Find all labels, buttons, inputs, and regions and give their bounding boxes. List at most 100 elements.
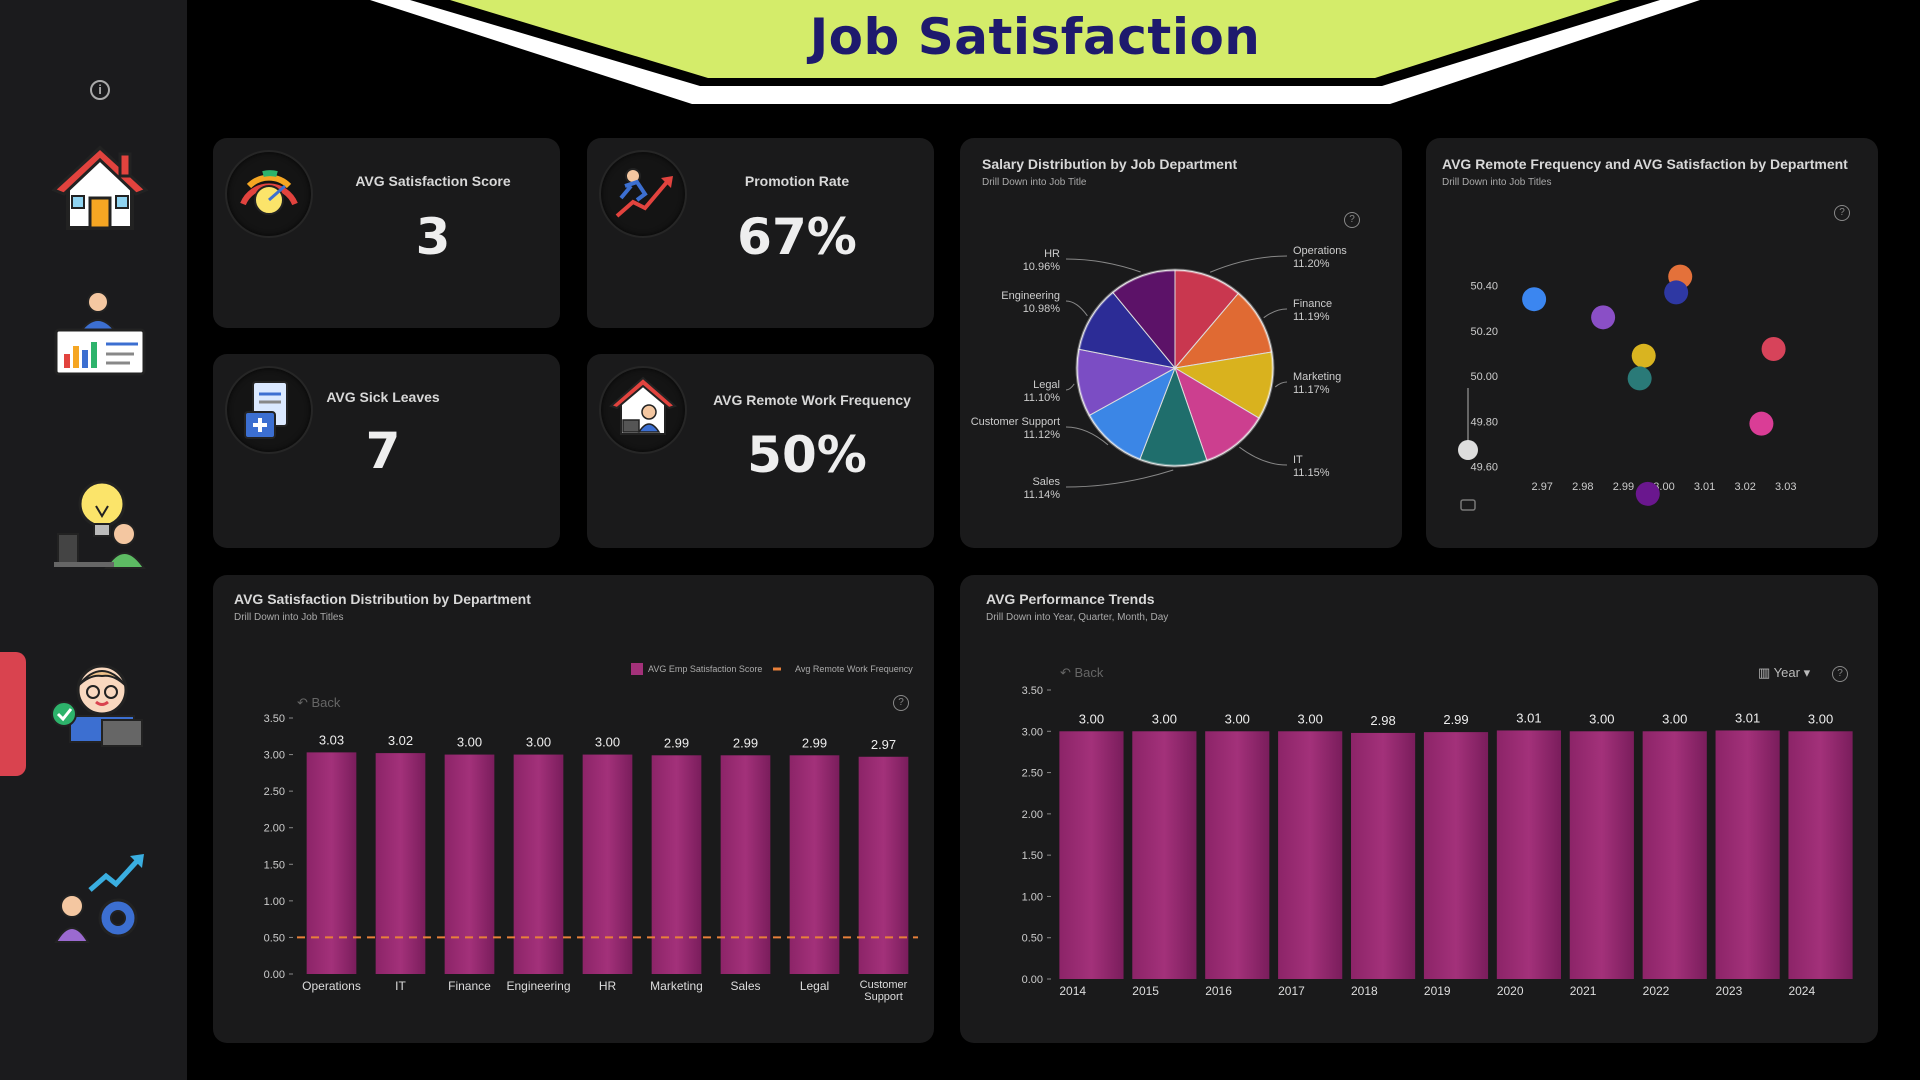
chart-title: AVG Satisfaction Distribution by Departm…: [234, 591, 531, 607]
y-tick-label: 0.00: [1022, 974, 1043, 986]
bar[interactable]: [1059, 731, 1124, 979]
bar[interactable]: [1642, 731, 1707, 979]
medical-report-icon: [225, 366, 313, 454]
bar[interactable]: [789, 755, 840, 974]
scatter-point[interactable]: [1631, 343, 1656, 368]
help-icon[interactable]: ?: [1344, 212, 1360, 228]
chart-subtitle: Drill Down into Job Title: [982, 177, 1087, 188]
y-tick-label: 0.00: [264, 969, 285, 981]
help-icon[interactable]: ?: [1834, 205, 1850, 221]
x-tick-label: 2015: [1132, 984, 1159, 998]
kpi-card-satisfaction: AVG Satisfaction Score 3: [213, 138, 560, 328]
bar[interactable]: [1569, 731, 1634, 979]
performance-growth-icon[interactable]: [50, 850, 150, 945]
back-label: Back: [311, 695, 341, 710]
satisfied-employee-icon[interactable]: [50, 660, 150, 755]
x-tick-label: Marketing: [650, 979, 703, 993]
back-label: Back: [1074, 665, 1104, 680]
x-tick-label: Finance: [448, 979, 491, 993]
bar[interactable]: [1496, 730, 1561, 979]
salary-pie-card: Salary Distribution by Job Department Dr…: [960, 138, 1402, 548]
help-icon[interactable]: ?: [893, 695, 909, 711]
back-button[interactable]: ↶ Back: [1060, 665, 1104, 680]
pie-slice: [1174, 269, 1240, 370]
y-tick-label: 0.50: [264, 932, 285, 944]
dept-bar-card: AVG Satisfaction Distribution by Departm…: [213, 575, 934, 1043]
satisfaction-gauge-icon: [225, 150, 313, 238]
kpi-value: 50%: [747, 426, 867, 484]
kpi-value: 7: [365, 422, 401, 480]
pie-slice-label: HR 10.96%: [1023, 248, 1061, 273]
remote-work-icon: [599, 366, 687, 454]
y-tick-label: 3.00: [1022, 726, 1043, 738]
bar[interactable]: [582, 754, 633, 974]
bar[interactable]: [1278, 731, 1343, 979]
home-icon[interactable]: [50, 140, 150, 235]
bar[interactable]: [1715, 730, 1780, 979]
bar[interactable]: [858, 756, 909, 974]
chart-title: AVG Remote Frequency and AVG Satisfactio…: [1442, 156, 1848, 172]
help-icon[interactable]: ?: [1832, 666, 1848, 682]
y-tick-label: 50.00: [1470, 371, 1498, 383]
scatter-point[interactable]: [1627, 366, 1652, 391]
y-tick-label: 1.00: [264, 896, 285, 908]
bar[interactable]: [306, 752, 357, 974]
scatter-point[interactable]: [1591, 305, 1616, 330]
legend-swatch-bar: [631, 663, 643, 675]
pie-leader-line: [1065, 383, 1075, 391]
bar-value-label: 3.00: [1808, 711, 1833, 726]
idea-person-icon[interactable]: [50, 476, 150, 571]
x-tick-label: HR: [599, 979, 617, 993]
scatter-card: AVG Remote Frequency and AVG Satisfactio…: [1426, 138, 1878, 548]
y-tick-label: 49.60: [1470, 462, 1498, 474]
dept-bar-chart[interactable]: 3.50 3.00 2.50 2.00 1.50 1.00 0.50 0.00 3.03 Oper…: [213, 575, 934, 1043]
bar-value-label: 2.97: [871, 737, 896, 752]
scatter-point[interactable]: [1664, 280, 1689, 305]
bar[interactable]: [720, 755, 771, 974]
bar-value-label: 2.99: [733, 735, 758, 750]
scatter-chart[interactable]: 2.97 2.98 2.99 3.00 3.01 3.02 3.0350.4050.2050…: [1426, 138, 1878, 548]
bar[interactable]: [1132, 731, 1197, 979]
x-tick-label: 3.01: [1694, 481, 1715, 493]
analytics-presenter-icon[interactable]: [50, 288, 150, 383]
banner-shape: [370, 0, 1700, 104]
back-button[interactable]: ↶ Back: [297, 695, 341, 710]
active-nav-marker: [0, 652, 26, 776]
scatter-point[interactable]: [1522, 287, 1547, 312]
salary-pie-chart[interactable]: Operations 11.20% Finance 11.19% Marketing 11…: [960, 138, 1402, 548]
bar[interactable]: [651, 755, 702, 974]
y-tick-label: 1.50: [1022, 850, 1043, 862]
pie-leader-line: [1065, 426, 1109, 446]
info-icon[interactable]: i: [90, 80, 110, 100]
chart-subtitle: Drill Down into Job Titles: [1442, 177, 1552, 188]
chart-title: AVG Performance Trends: [986, 591, 1155, 607]
x-tick-label: Legal: [800, 979, 829, 993]
x-tick-label: 2021: [1570, 984, 1597, 998]
bar-value-label: 3.02: [388, 733, 413, 748]
scatter-point[interactable]: [1761, 337, 1786, 361]
scatter-point[interactable]: [1635, 481, 1660, 506]
scatter-point[interactable]: [1749, 411, 1774, 436]
bar-value-label: 2.98: [1370, 713, 1395, 728]
bar-value-label: 2.99: [802, 735, 827, 750]
year-drilldown-button[interactable]: ▥ Year ▾: [1758, 665, 1811, 680]
bar[interactable]: [375, 753, 426, 974]
bar[interactable]: [1788, 731, 1853, 979]
pie-slice: [1173, 292, 1273, 369]
trend-bar-chart[interactable]: 3.50 3.00 2.50 2.00 1.50 1.00 0.50 0.00 3.00 2014…: [960, 575, 1878, 1043]
x-tick-label: 2020: [1497, 984, 1524, 998]
pie-slice-label: Finance 11.19%: [1293, 298, 1332, 323]
bar[interactable]: [513, 754, 564, 974]
chart-subtitle: Drill Down into Job Titles: [234, 612, 344, 623]
year-label: Year: [1773, 665, 1800, 680]
bar[interactable]: [444, 754, 495, 974]
zoom-reset-icon[interactable]: [1460, 499, 1476, 511]
bar[interactable]: [1205, 731, 1270, 979]
y-tick-label: 49.80: [1470, 416, 1498, 428]
y-tick-label: 2.50: [1022, 768, 1043, 780]
pie-slice-label: Marketing 11.17%: [1293, 371, 1341, 396]
bar[interactable]: [1423, 732, 1489, 979]
zoom-slider-handle[interactable]: [1458, 440, 1478, 460]
kpi-value: 3: [415, 208, 451, 266]
bar[interactable]: [1351, 732, 1416, 979]
